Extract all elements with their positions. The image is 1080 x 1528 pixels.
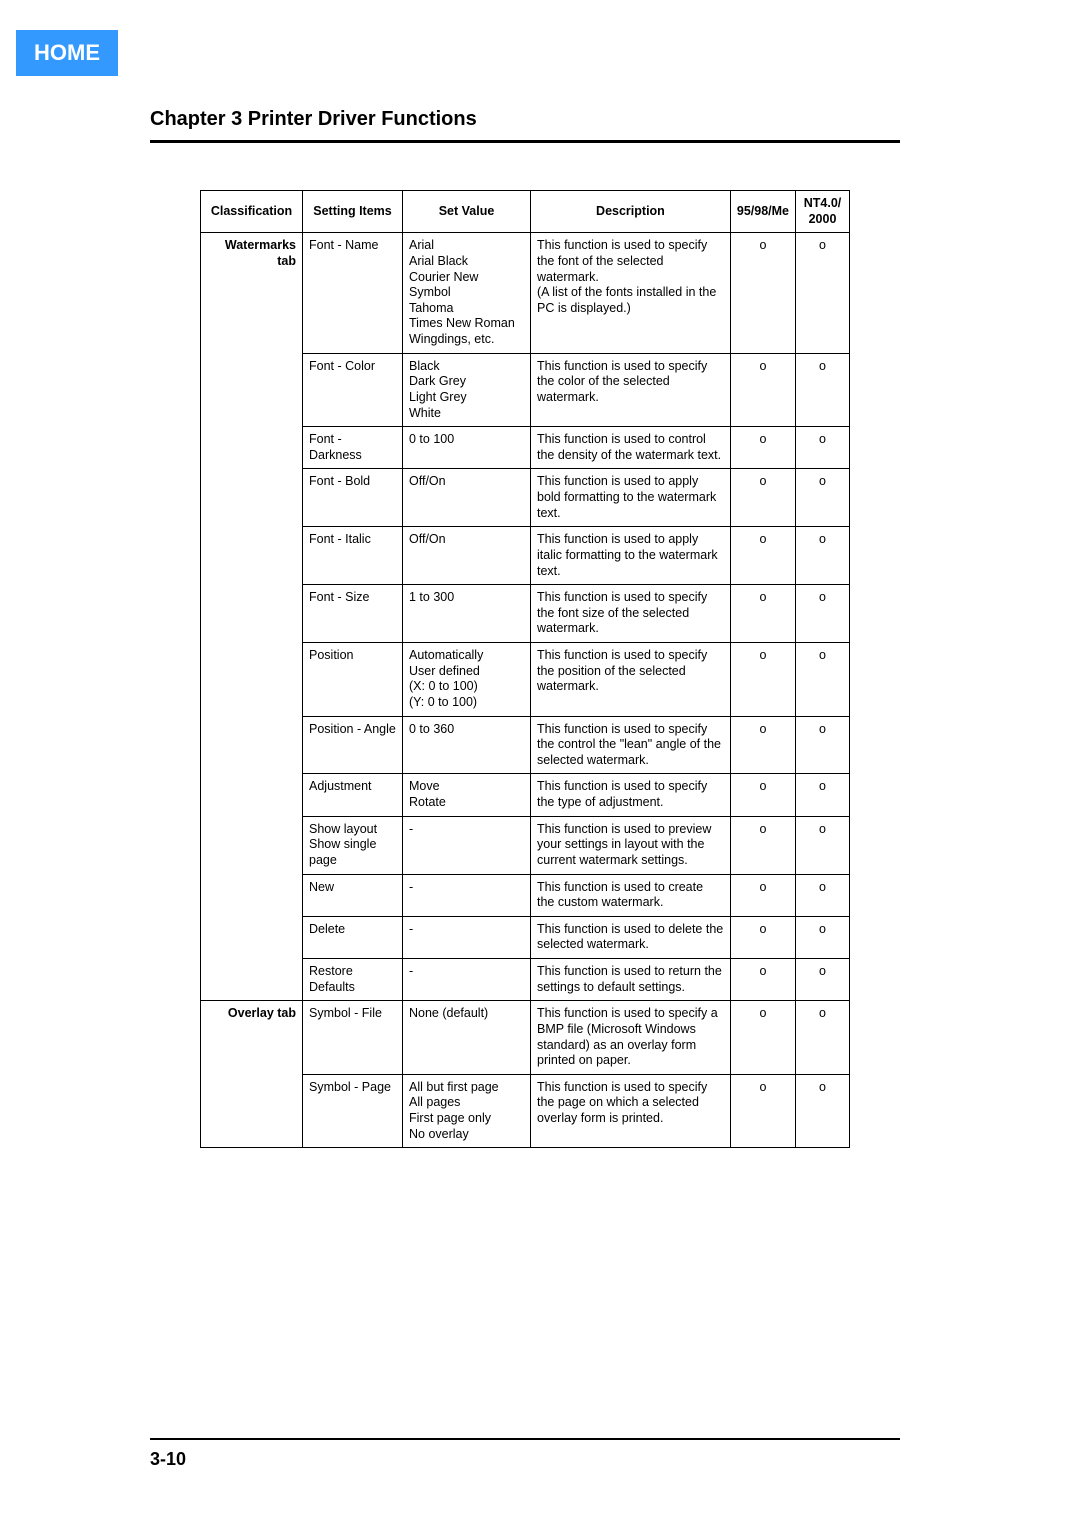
cell-os2: o (796, 353, 850, 427)
cell-description: This function is used to apply italic fo… (531, 527, 731, 585)
cell-os1: o (730, 916, 795, 958)
cell-set-value: Move Rotate (403, 774, 531, 816)
cell-setting-item: Position - Angle (303, 716, 403, 774)
cell-os2: o (796, 427, 850, 469)
cell-set-value: - (403, 916, 531, 958)
cell-set-value: 0 to 100 (403, 427, 531, 469)
cell-os2: o (796, 1074, 850, 1148)
cell-os2: o (796, 527, 850, 585)
cell-classification: Watermarks tab (201, 233, 303, 1001)
cell-set-value: Off/On (403, 527, 531, 585)
cell-os2: o (796, 774, 850, 816)
cell-os1: o (730, 716, 795, 774)
cell-description: This function is used to create the cust… (531, 874, 731, 916)
cell-description: This function is used to specify the col… (531, 353, 731, 427)
cell-setting-item: Symbol - Page (303, 1074, 403, 1148)
th-os1: 95/98/Me (730, 191, 795, 233)
table-head: Classification Setting Items Set Value D… (201, 191, 850, 233)
cell-os2: o (796, 1001, 850, 1075)
cell-description: This function is used to specify the pag… (531, 1074, 731, 1148)
cell-setting-item: Delete (303, 916, 403, 958)
cell-os2: o (796, 716, 850, 774)
cell-os1: o (730, 774, 795, 816)
cell-setting-item: Adjustment (303, 774, 403, 816)
cell-setting-item: New (303, 874, 403, 916)
cell-os2: o (796, 233, 850, 353)
cell-os1: o (730, 1001, 795, 1075)
cell-setting-item: Font - Size (303, 585, 403, 643)
cell-set-value: - (403, 874, 531, 916)
cell-os2: o (796, 816, 850, 874)
cell-os1: o (730, 874, 795, 916)
top-rule (150, 140, 900, 143)
cell-os2: o (796, 916, 850, 958)
cell-description: This function is used to specify the fon… (531, 585, 731, 643)
cell-description: This function is used to delete the sele… (531, 916, 731, 958)
cell-set-value: 1 to 300 (403, 585, 531, 643)
cell-os2: o (796, 874, 850, 916)
th-classification: Classification (201, 191, 303, 233)
cell-description: This function is used to apply bold form… (531, 469, 731, 527)
cell-description: This function is used to specify the pos… (531, 643, 731, 717)
cell-set-value: None (default) (403, 1001, 531, 1075)
th-setting-items: Setting Items (303, 191, 403, 233)
settings-table: Classification Setting Items Set Value D… (200, 190, 850, 1148)
cell-description: This function is used to return the sett… (531, 959, 731, 1001)
cell-os1: o (730, 233, 795, 353)
cell-set-value: Arial Arial Black Courier New Symbol Tah… (403, 233, 531, 353)
table-row: Overlay tabSymbol - FileNone (default)Th… (201, 1001, 850, 1075)
cell-os2: o (796, 643, 850, 717)
th-description: Description (531, 191, 731, 233)
cell-setting-item: Font - Name (303, 233, 403, 353)
cell-os1: o (730, 585, 795, 643)
cell-setting-item: Restore Defaults (303, 959, 403, 1001)
page-root: HOME Chapter 3 Printer Driver Functions … (0, 0, 1080, 1528)
th-os2: NT4.0/ 2000 (796, 191, 850, 233)
cell-setting-item: Show layout Show single page (303, 816, 403, 874)
chapter-title: Chapter 3 Printer Driver Functions (150, 108, 477, 131)
cell-os1: o (730, 959, 795, 1001)
cell-set-value: All but first page All pages First page … (403, 1074, 531, 1148)
cell-os1: o (730, 816, 795, 874)
cell-os1: o (730, 469, 795, 527)
cell-description: This function is used to specify the con… (531, 716, 731, 774)
cell-setting-item: Font - Darkness (303, 427, 403, 469)
settings-table-wrap: Classification Setting Items Set Value D… (200, 190, 850, 1148)
cell-setting-item: Font - Color (303, 353, 403, 427)
table-row: Watermarks tabFont - NameArial Arial Bla… (201, 233, 850, 353)
cell-os1: o (730, 527, 795, 585)
table-body: Watermarks tabFont - NameArial Arial Bla… (201, 233, 850, 1148)
th-set-value: Set Value (403, 191, 531, 233)
cell-os1: o (730, 643, 795, 717)
cell-os2: o (796, 585, 850, 643)
cell-description: This function is used to control the den… (531, 427, 731, 469)
cell-os2: o (796, 469, 850, 527)
cell-description: This function is used to preview your se… (531, 816, 731, 874)
cell-description: This function is used to specify the typ… (531, 774, 731, 816)
cell-setting-item: Font - Italic (303, 527, 403, 585)
cell-set-value: Automatically User defined (X: 0 to 100)… (403, 643, 531, 717)
home-button[interactable]: HOME (16, 30, 118, 76)
cell-description: This function is used to specify the fon… (531, 233, 731, 353)
page-number: 3-10 (150, 1449, 186, 1470)
cell-description: This function is used to specify a BMP f… (531, 1001, 731, 1075)
cell-os1: o (730, 353, 795, 427)
cell-set-value: Off/On (403, 469, 531, 527)
cell-classification: Overlay tab (201, 1001, 303, 1148)
bottom-rule (150, 1438, 900, 1440)
cell-os1: o (730, 1074, 795, 1148)
cell-set-value: - (403, 816, 531, 874)
cell-setting-item: Position (303, 643, 403, 717)
cell-os1: o (730, 427, 795, 469)
cell-set-value: - (403, 959, 531, 1001)
cell-setting-item: Symbol - File (303, 1001, 403, 1075)
cell-set-value: Black Dark Grey Light Grey White (403, 353, 531, 427)
cell-set-value: 0 to 360 (403, 716, 531, 774)
cell-setting-item: Font - Bold (303, 469, 403, 527)
cell-os2: o (796, 959, 850, 1001)
